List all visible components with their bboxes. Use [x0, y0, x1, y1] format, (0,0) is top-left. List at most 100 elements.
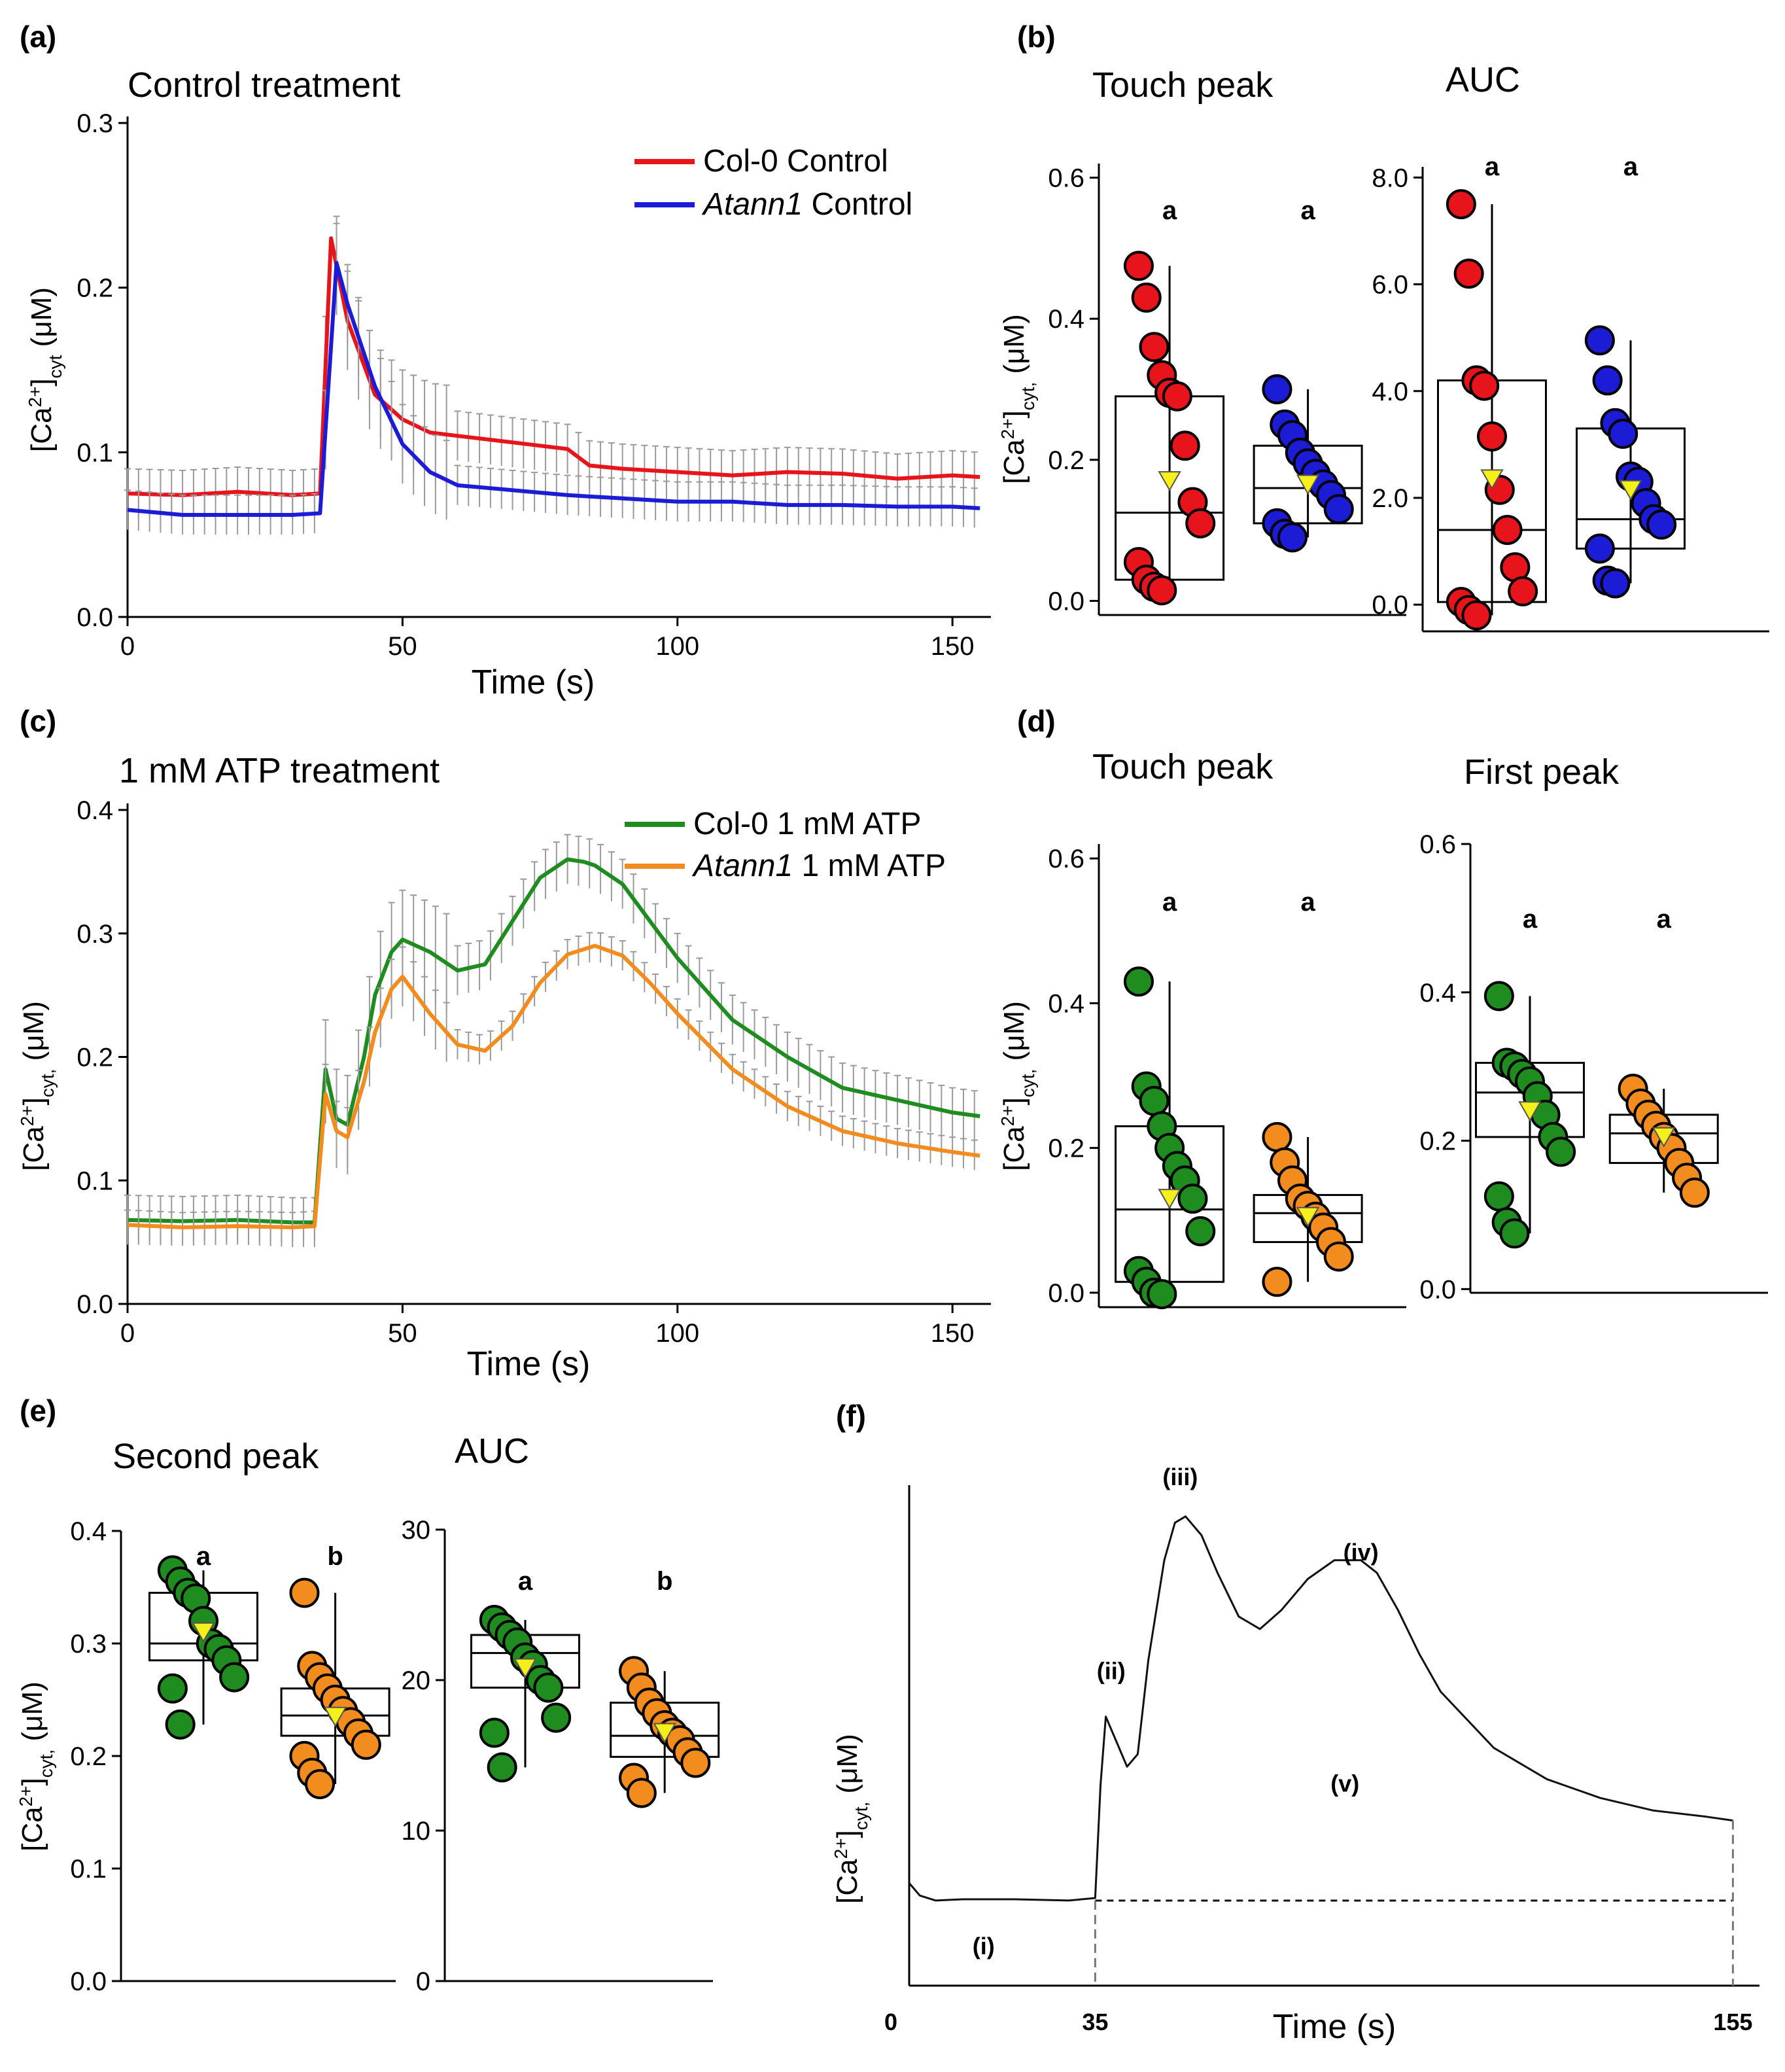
y-axis-label: [Ca2+]cyt, (μM): [831, 1734, 871, 1904]
panel-title-d2: First peak: [1464, 752, 1620, 792]
data-point: [1123, 966, 1154, 997]
y-label-part: [Ca: [998, 439, 1030, 484]
box-group-0: a: [1115, 196, 1225, 606]
significance-letter: b: [327, 1542, 343, 1571]
panel-label-e: (e): [20, 1394, 56, 1428]
y-axis-label: [Ca2+]cyt (μM): [25, 287, 65, 452]
data-point: [1592, 365, 1623, 396]
y-label-part: (μM): [18, 1001, 50, 1069]
panel-e2: 0 10 20 30 a b: [402, 1516, 720, 1996]
data-point: [1177, 1184, 1208, 1214]
significance-letter: a: [1485, 152, 1500, 181]
data-point: [1139, 1085, 1170, 1116]
y-tick-label: 0.0: [77, 1290, 113, 1319]
y-tick-label: 0.3: [70, 1630, 107, 1659]
x-axis-label-c: Time (s): [467, 1345, 591, 1383]
x-axis-label-f: Time (s): [1273, 2008, 1396, 2046]
mean-marker: [513, 1658, 537, 1679]
significance-letter: a: [1162, 888, 1177, 917]
series-line-0: [127, 236, 980, 497]
legend-a: Col-0 Control Atann1 Control: [634, 144, 912, 222]
y-tick-label: 0.0: [1372, 591, 1408, 620]
y-label-part: cyt,: [36, 1749, 56, 1778]
panel-label-c: (c): [20, 704, 56, 738]
data-point: [351, 1729, 381, 1760]
series-line-0: [127, 857, 980, 1225]
series-line-1: [127, 260, 980, 517]
y-tick-label: 0.1: [77, 438, 113, 467]
box-group-1: b: [280, 1542, 390, 1799]
data-point: [1262, 374, 1292, 404]
data-point: [487, 1752, 517, 1783]
panel-label-f: (f): [836, 1399, 866, 1433]
panel-c: 0 50 100 150 0.0 0.1 0.2 0.3 0.4: [77, 796, 991, 1348]
y-axis-label-text: [Ca2+]cyt, (μM): [17, 1001, 58, 1171]
data-point: [1492, 514, 1523, 545]
mean-marker: [192, 1622, 215, 1643]
data-point: [479, 1717, 510, 1748]
y-axis-label: [Ca2+]cyt, (μM): [17, 1001, 58, 1171]
box-group-1: a: [1608, 905, 1719, 1208]
y-label-part: (μM): [26, 287, 58, 355]
phase-annotation: (i): [973, 1933, 995, 1959]
data-point: [1483, 981, 1514, 1011]
y-label-part: [Ca: [18, 1126, 50, 1171]
data-point: [1453, 258, 1484, 289]
mean-marker: [653, 1723, 676, 1744]
significance-letter: a: [1300, 888, 1315, 917]
significance-letter: a: [1623, 152, 1638, 181]
y-tick-label: 0.6: [1419, 830, 1456, 859]
data-point: [1584, 325, 1615, 356]
data-point: [1469, 370, 1500, 401]
panel-title-d1: Touch peak: [1092, 747, 1274, 786]
y-label-part: 2+: [831, 1838, 851, 1859]
panel-f: 0 35 155 (i) (ii) (iii) (iv) (v) Time (s): [884, 1464, 1759, 2046]
legend-label-genotype: Atann1: [701, 187, 803, 222]
y-label-part: [Ca: [831, 1859, 863, 1904]
mean-marker: [1296, 1206, 1320, 1227]
y-axis-label: [Ca2+]cyt, (μM): [997, 314, 1038, 484]
data-point: [165, 1709, 196, 1740]
data-point: [1584, 533, 1615, 564]
phase-annotation: (ii): [1097, 1657, 1126, 1684]
x-tick-label: 150: [931, 632, 975, 661]
mean-marker: [1480, 469, 1504, 490]
panel-b1: 0.0 0.2 0.4 0.6 a a: [1048, 164, 1406, 616]
data-point: [1477, 421, 1507, 452]
data-point: [1508, 576, 1538, 606]
data-point: [1646, 509, 1677, 540]
y-label-part: 2+: [16, 1785, 36, 1806]
y-tick-label: 0.1: [77, 1167, 113, 1195]
y-tick-label: 0.3: [77, 920, 113, 949]
data-point: [1170, 430, 1200, 461]
panel-d2: 0.0 0.2 0.4 0.6 a a: [1419, 830, 1768, 1304]
panel-title-a: Control treatment: [128, 65, 400, 105]
y-tick-label: 0.6: [1048, 164, 1084, 193]
y-tick-label: 0.1: [70, 1855, 107, 1884]
y-label-part: [Ca: [16, 1806, 48, 1852]
y-tick-label: 10: [402, 1817, 431, 1846]
y-tick-label: 0.0: [1048, 1279, 1084, 1308]
legend-label: Atann1 1 mM ATP: [691, 849, 946, 883]
y-tick-label: 4.0: [1372, 378, 1408, 406]
y-label-part: ]: [16, 1778, 48, 1785]
y-tick-label: 30: [402, 1516, 431, 1545]
legend-space: [803, 187, 811, 222]
data-point: [1147, 1279, 1177, 1310]
y-tick-label: 0: [416, 1967, 430, 1996]
mean-marker: [1652, 1127, 1676, 1148]
panel-label-b: (b): [1017, 20, 1056, 54]
y-label-part: cyt: [45, 355, 65, 378]
legend-label-genotype: Atann1: [691, 849, 793, 883]
y-axis-label-text: [Ca2+]cyt, (μM): [997, 1001, 1038, 1171]
x-tick-label: 0: [884, 2009, 897, 2035]
y-label-part: ]: [26, 378, 58, 386]
x-tick-label: 155: [1713, 2009, 1752, 2035]
box-group-0: a: [148, 1542, 258, 1740]
data-point: [1123, 251, 1154, 281]
significance-letter: a: [1300, 196, 1315, 225]
y-tick-label: 0.4: [1419, 979, 1456, 1008]
y-tick-label: 0.4: [1048, 989, 1084, 1018]
data-point: [680, 1747, 711, 1778]
data-point: [541, 1702, 572, 1733]
